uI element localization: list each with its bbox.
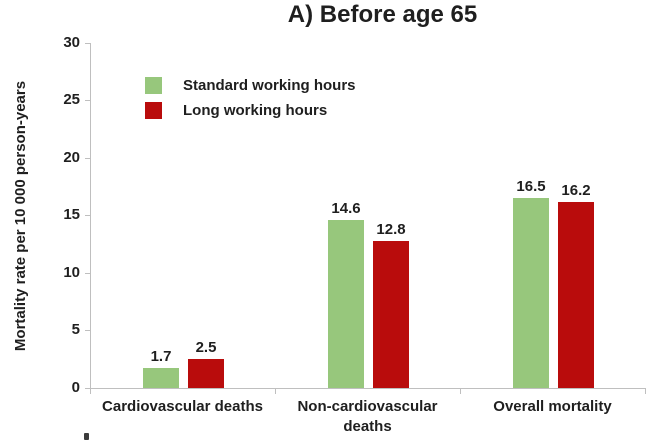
legend-label: Standard working hours xyxy=(183,77,356,94)
y-tick-label: 25 xyxy=(63,91,80,108)
bar-value-label: 16.2 xyxy=(561,182,591,199)
y-tick-line xyxy=(85,388,90,389)
chart-title: A) Before age 65 xyxy=(287,1,478,28)
y-tick-label: 5 xyxy=(71,321,80,338)
legend-item: Standard working hours xyxy=(145,73,356,98)
x-tick-line xyxy=(645,389,646,394)
cropped-text-artifact xyxy=(84,433,89,440)
bar-value-label: 16.5 xyxy=(516,178,546,195)
bar-value-label: 1.7 xyxy=(150,348,172,365)
y-tick-line xyxy=(85,273,90,274)
bar-value-label: 12.8 xyxy=(376,221,406,238)
bar-standard-working-hours-1 xyxy=(328,220,364,388)
bar-standard-working-hours-2 xyxy=(513,198,549,388)
y-tick-label: 20 xyxy=(63,149,80,166)
y-tick-label: 0 xyxy=(71,379,80,396)
legend-item: Long working hours xyxy=(145,98,356,123)
plot-area: 1.7 2.5 14.6 12.8 16.5 16.2 xyxy=(90,43,646,389)
x-tick-line xyxy=(275,389,276,394)
bar-value-label: 14.6 xyxy=(331,200,361,217)
category-label: Non-cardiovascular deaths xyxy=(297,398,438,436)
category-label: Overall mortality xyxy=(493,398,612,415)
legend-swatch-standard-working-hours xyxy=(145,77,162,94)
y-tick-label: 30 xyxy=(63,34,80,51)
bar-long-working-hours-2 xyxy=(558,202,594,388)
category-label: Cardiovascular deaths xyxy=(102,398,263,415)
bar-value-label: 2.5 xyxy=(195,339,217,356)
y-tick-label: 15 xyxy=(63,206,80,223)
y-tick-line xyxy=(85,215,90,216)
y-tick-line xyxy=(85,330,90,331)
legend: Standard working hours Long working hours xyxy=(145,73,356,123)
legend-label: Long working hours xyxy=(183,102,328,119)
y-axis-title: Mortality rate per 10 000 person-years xyxy=(12,80,29,352)
y-tick-line xyxy=(85,100,90,101)
bar-long-working-hours-0 xyxy=(188,359,224,388)
bar-standard-working-hours-0 xyxy=(143,368,179,388)
x-tick-line xyxy=(460,389,461,394)
legend-swatch-long-working-hours xyxy=(145,102,162,119)
x-tick-line xyxy=(90,389,91,394)
y-tick-line xyxy=(85,158,90,159)
y-tick-label: 10 xyxy=(63,264,80,281)
bar-long-working-hours-1 xyxy=(373,241,409,388)
y-tick-line xyxy=(85,43,90,44)
